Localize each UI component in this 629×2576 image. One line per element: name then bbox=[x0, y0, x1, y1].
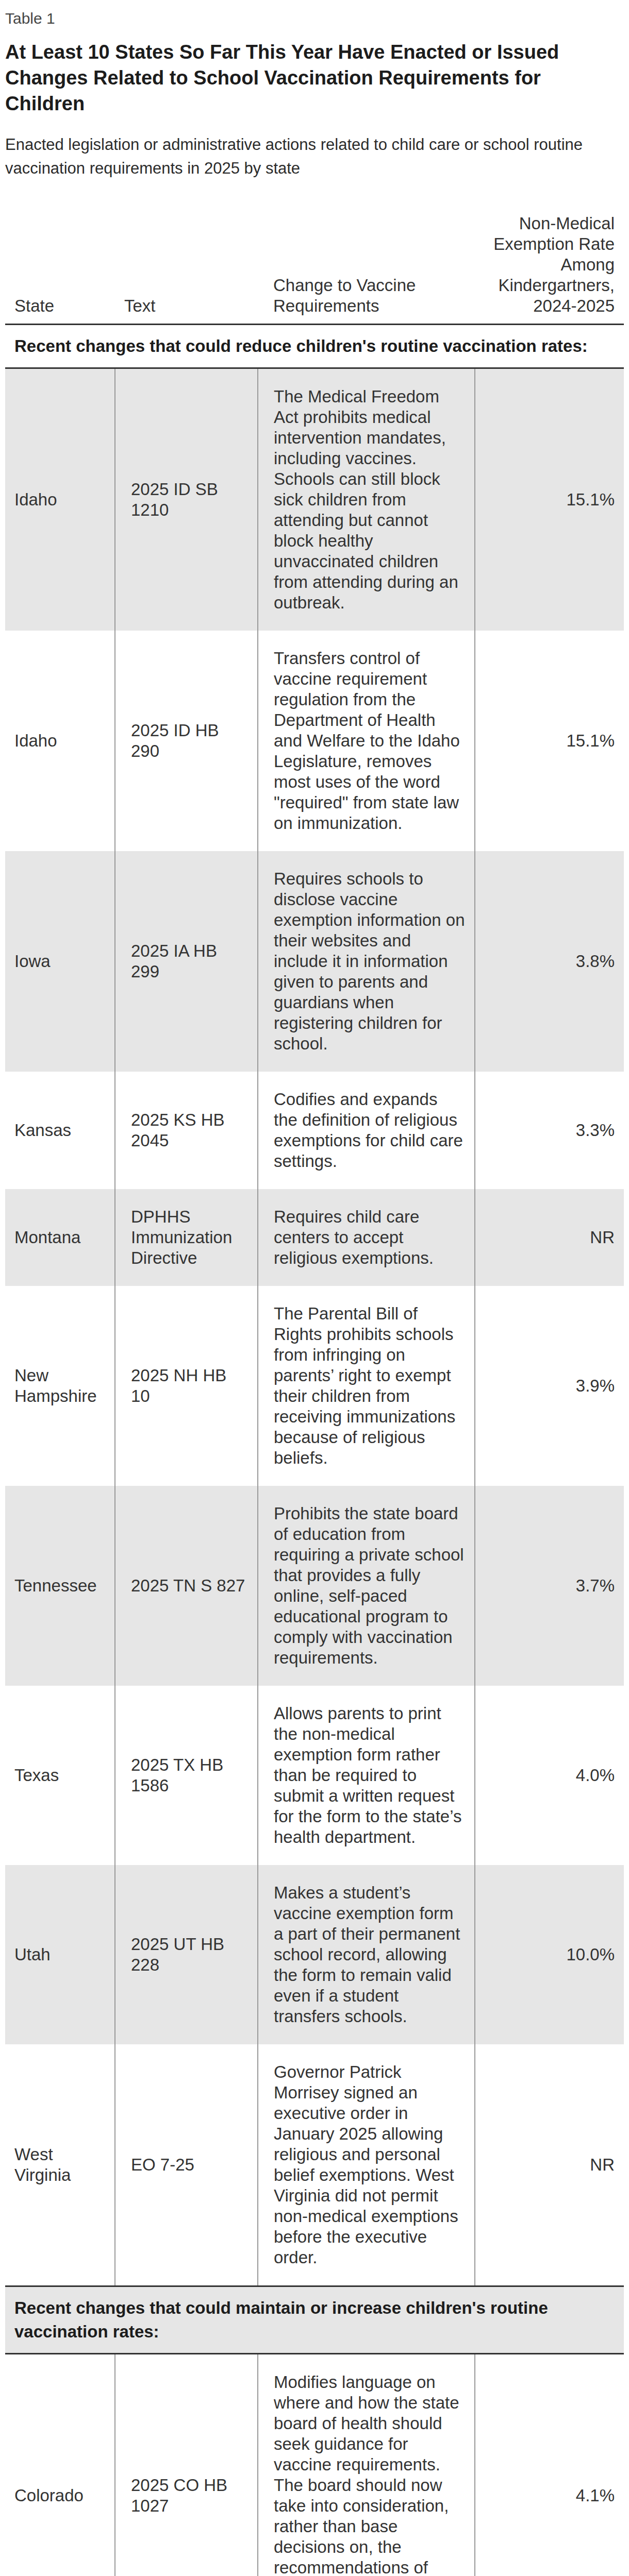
cell-change: Governor Patrick Morrisey signed an exec… bbox=[258, 2044, 475, 2286]
table-label: Table 1 bbox=[5, 9, 624, 28]
cell-state: Tennessee bbox=[5, 1486, 115, 1686]
vaccination-requirements-table: State Text Change to Vaccine Requirement… bbox=[5, 213, 624, 2576]
cell-state: West Virginia bbox=[5, 2044, 115, 2286]
cell-change: Requires schools to disclose vaccine exe… bbox=[258, 851, 475, 1072]
section-header-reduce-label: Recent changes that could reduce childre… bbox=[5, 325, 624, 368]
cell-state: Idaho bbox=[5, 368, 115, 631]
table-row-kansas: Kansas 2025 KS HB 2045 Codifies and expa… bbox=[5, 1072, 624, 1189]
header-row: State Text Change to Vaccine Requirement… bbox=[5, 213, 624, 325]
table-row-iowa: Iowa 2025 IA HB 299 Requires schools to … bbox=[5, 851, 624, 1072]
cell-state: Texas bbox=[5, 1686, 115, 1865]
cell-change: Prohibits the state board of education f… bbox=[258, 1486, 475, 1686]
cell-change: The Parental Bill of Rights prohibits sc… bbox=[258, 1286, 475, 1486]
page-title: At Least 10 States So Far This Year Have… bbox=[5, 39, 624, 116]
cell-change: Makes a student’s vaccine exemption form… bbox=[258, 1865, 475, 2044]
column-header-change: Change to Vaccine Requirements bbox=[258, 213, 475, 325]
cell-change: Requires child care centers to accept re… bbox=[258, 1189, 475, 1286]
cell-bill: 2025 NH HB 10 bbox=[115, 1286, 258, 1486]
cell-bill: 2025 ID HB 290 bbox=[115, 631, 258, 851]
table-row-new-hampshire: New Hampshire 2025 NH HB 10 The Parental… bbox=[5, 1286, 624, 1486]
cell-bill: DPHHS Immunization Directive bbox=[115, 1189, 258, 1286]
table-row-texas: Texas 2025 TX HB 1586 Allows parents to … bbox=[5, 1686, 624, 1865]
table-row-montana: Montana DPHHS Immunization Directive Req… bbox=[5, 1189, 624, 1286]
cell-rate: 3.3% bbox=[475, 1072, 624, 1189]
cell-rate: NR bbox=[475, 2044, 624, 2286]
cell-state: Iowa bbox=[5, 851, 115, 1072]
table-row-tennessee: Tennessee 2025 TN S 827 Prohibits the st… bbox=[5, 1486, 624, 1686]
cell-change: Transfers control of vaccine requirement… bbox=[258, 631, 475, 851]
kff-table-figure: Table 1 At Least 10 States So Far This Y… bbox=[0, 0, 629, 2576]
cell-bill: 2025 IA HB 299 bbox=[115, 851, 258, 1072]
cell-bill: 2025 TX HB 1586 bbox=[115, 1686, 258, 1865]
cell-rate: 3.8% bbox=[475, 851, 624, 1072]
column-header-text: Text bbox=[115, 213, 258, 325]
cell-state: New Hampshire bbox=[5, 1286, 115, 1486]
cell-bill: 2025 UT HB 228 bbox=[115, 1865, 258, 2044]
cell-rate: 3.9% bbox=[475, 1286, 624, 1486]
cell-rate: 4.1% bbox=[475, 2354, 624, 2576]
cell-rate: 3.7% bbox=[475, 1486, 624, 1686]
cell-state: Idaho bbox=[5, 631, 115, 851]
section-header-increase: Recent changes that could maintain or in… bbox=[5, 2286, 624, 2354]
cell-bill: 2025 CO HB 1027 bbox=[115, 2354, 258, 2576]
column-header-state: State bbox=[5, 213, 115, 325]
cell-bill: 2025 TN S 827 bbox=[115, 1486, 258, 1686]
cell-rate: 10.0% bbox=[475, 1865, 624, 2044]
table-row-west-virginia: West Virginia EO 7-25 Governor Patrick M… bbox=[5, 2044, 624, 2286]
column-header-exemption-rate: Non-Medical Exemption Rate Among Kinderg… bbox=[475, 213, 624, 325]
cell-bill: EO 7-25 bbox=[115, 2044, 258, 2286]
table-row-idaho-sb1210: Idaho 2025 ID SB 1210 The Medical Freedo… bbox=[5, 368, 624, 631]
table-row-utah: Utah 2025 UT HB 228 Makes a student’s va… bbox=[5, 1865, 624, 2044]
table-row-idaho-hb290: Idaho 2025 ID HB 290 Transfers control o… bbox=[5, 631, 624, 851]
page-subtitle: Enacted legislation or administrative ac… bbox=[5, 133, 624, 180]
cell-state: Kansas bbox=[5, 1072, 115, 1189]
cell-change: Modifies language on where and how the s… bbox=[258, 2354, 475, 2576]
cell-bill: 2025 ID SB 1210 bbox=[115, 368, 258, 631]
cell-rate: NR bbox=[475, 1189, 624, 1286]
cell-state: Montana bbox=[5, 1189, 115, 1286]
table-row-colorado: Colorado 2025 CO HB 1027 Modifies langua… bbox=[5, 2354, 624, 2576]
cell-change: Allows parents to print the non-medical … bbox=[258, 1686, 475, 1865]
table-header: State Text Change to Vaccine Requirement… bbox=[5, 213, 624, 325]
cell-change: Codifies and expands the definition of r… bbox=[258, 1072, 475, 1189]
cell-bill: 2025 KS HB 2045 bbox=[115, 1072, 258, 1189]
cell-rate: 15.1% bbox=[475, 368, 624, 631]
cell-state: Utah bbox=[5, 1865, 115, 2044]
section-header-increase-label: Recent changes that could maintain or in… bbox=[5, 2286, 624, 2354]
cell-rate: 15.1% bbox=[475, 631, 624, 851]
cell-rate: 4.0% bbox=[475, 1686, 624, 1865]
cell-change: The Medical Freedom Act prohibits medica… bbox=[258, 368, 475, 631]
cell-state: Colorado bbox=[5, 2354, 115, 2576]
section-header-reduce: Recent changes that could reduce childre… bbox=[5, 325, 624, 368]
